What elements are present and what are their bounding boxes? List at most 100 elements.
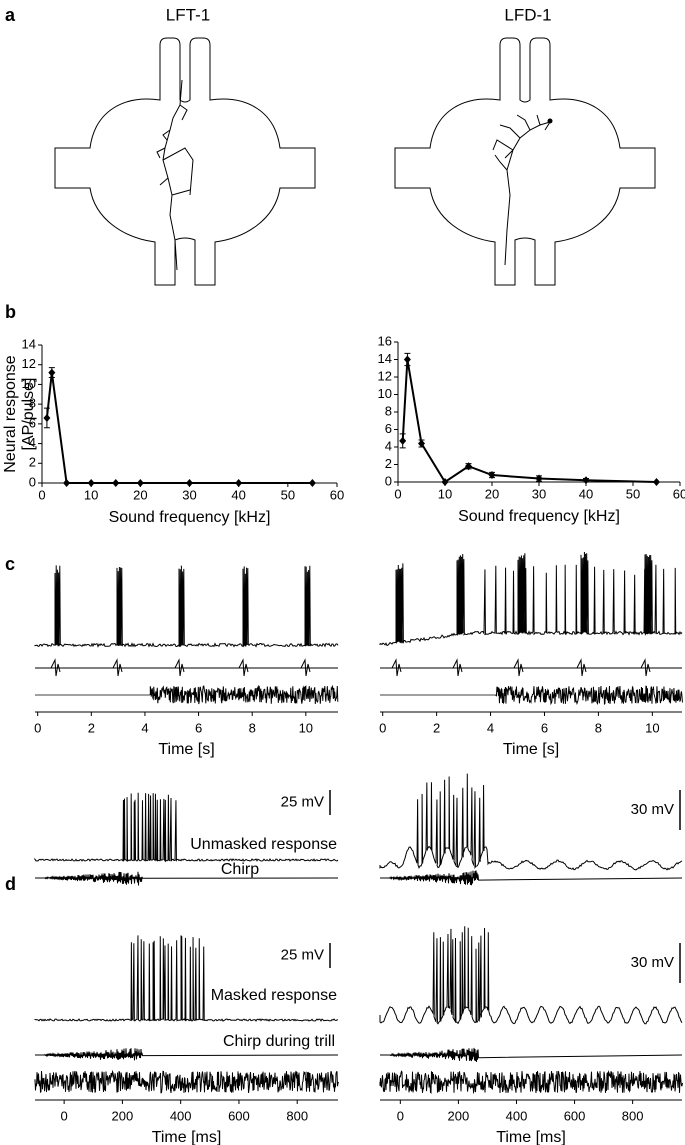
- trace: [379, 773, 683, 871]
- trace: [34, 565, 339, 648]
- trace: [495, 685, 683, 706]
- marker: [418, 439, 425, 448]
- y-tick-label: 2: [385, 456, 392, 471]
- scale-bar-label: 30 mV: [631, 954, 674, 971]
- marker: [63, 479, 71, 487]
- x-axis-label: Time [ms]: [496, 1129, 566, 1145]
- x-tick-label: 2: [433, 720, 440, 735]
- x-tick-label: 400: [506, 1108, 528, 1123]
- panel-label: a: [5, 5, 16, 25]
- x-tick-label: 0: [397, 1108, 404, 1123]
- marker: [465, 462, 472, 471]
- x-tick-label: 2: [88, 720, 95, 735]
- marker: [43, 413, 51, 422]
- trace: [380, 870, 683, 886]
- panel-label: d: [5, 874, 16, 894]
- x-tick-label: 600: [564, 1108, 586, 1123]
- y-tick-label: 8: [29, 396, 36, 411]
- y-tick-label: 4: [385, 438, 392, 453]
- x-tick-label: 0: [34, 720, 41, 735]
- x-tick-label: 4: [487, 720, 494, 735]
- x-tick-label: 30: [532, 486, 546, 501]
- neuron-title: LFT-1: [166, 5, 210, 24]
- marker: [441, 478, 449, 486]
- x-tick-label: 10: [299, 720, 313, 735]
- trace: [35, 658, 338, 677]
- marker: [186, 479, 193, 487]
- x-tick-label: 0: [394, 486, 401, 501]
- scale-bar-label: 25 mV: [281, 946, 324, 963]
- marker: [308, 479, 316, 487]
- marker: [112, 479, 120, 487]
- y-tick-label: 14: [378, 351, 392, 366]
- trace: [35, 871, 339, 886]
- trace: [34, 792, 339, 863]
- x-tick-label: 0: [38, 487, 45, 502]
- y-tick-label: 0: [385, 473, 392, 488]
- panel-label: c: [5, 554, 15, 574]
- trace-label: Chirp during trill: [223, 1033, 335, 1050]
- y-axis-label: [AP/pulse]: [20, 378, 37, 451]
- y-tick-label: 10: [378, 386, 392, 401]
- brain-outline: [394, 37, 656, 286]
- marker: [535, 474, 543, 483]
- marker: [87, 479, 95, 487]
- y-tick-label: 6: [29, 415, 36, 430]
- x-tick-label: 8: [249, 720, 256, 735]
- trace: [380, 658, 682, 677]
- x-tick-label: 10: [645, 720, 659, 735]
- panel-label: b: [5, 302, 16, 322]
- y-axis-label: Neural response: [2, 355, 19, 473]
- x-tick-label: 4: [141, 720, 148, 735]
- y-tick-label: 12: [378, 368, 392, 383]
- trace-label: Unmasked response: [190, 836, 337, 853]
- x-tick-label: 800: [286, 1108, 308, 1123]
- y-tick-label: 12: [22, 356, 36, 371]
- marker: [399, 436, 407, 445]
- brain-outline: [54, 37, 316, 286]
- trace: [149, 684, 339, 705]
- y-tick-label: 6: [385, 421, 392, 436]
- trace: [380, 1047, 683, 1063]
- x-tick-label: 400: [170, 1108, 192, 1123]
- neuron-title: LFD-1: [504, 5, 551, 24]
- trace: [379, 926, 683, 1025]
- y-tick-label: 16: [378, 333, 392, 348]
- marker: [488, 471, 496, 479]
- trace: [35, 1048, 339, 1061]
- x-tick-label: 800: [622, 1108, 644, 1123]
- trace-label: Chirp: [221, 861, 259, 878]
- x-tick-label: 10: [438, 486, 452, 501]
- x-axis-label: Sound frequency [kHz]: [109, 509, 271, 526]
- trace-label: Masked response: [211, 987, 337, 1004]
- data-line: [401, 359, 657, 484]
- marker: [403, 355, 411, 364]
- x-tick-label: 6: [195, 720, 202, 735]
- y-tick-label: 2: [29, 455, 36, 470]
- x-tick-label: 60: [673, 486, 685, 501]
- x-tick-label: 600: [228, 1108, 250, 1123]
- y-tick-label: 10: [22, 376, 36, 391]
- marker: [582, 476, 590, 485]
- trace: [379, 1070, 683, 1095]
- x-axis-label: Time [s]: [158, 741, 214, 758]
- scale-bar-label: 30 mV: [631, 801, 674, 818]
- x-axis-label: Sound frequency [kHz]: [458, 508, 620, 525]
- marker: [653, 478, 660, 486]
- x-tick-label: 60: [330, 487, 344, 502]
- x-axis-label: Time [s]: [503, 741, 559, 758]
- marker: [235, 479, 243, 487]
- y-tick-label: 14: [22, 336, 36, 351]
- x-tick-label: 0: [61, 1108, 68, 1123]
- marker: [136, 479, 144, 487]
- x-tick-label: 200: [112, 1108, 134, 1123]
- trace: [34, 935, 338, 1022]
- y-tick-label: 8: [385, 403, 392, 418]
- x-tick-label: 20: [133, 487, 147, 502]
- x-tick-label: 200: [448, 1108, 470, 1123]
- trace: [34, 1069, 339, 1094]
- x-tick-label: 8: [595, 720, 602, 735]
- x-tick-label: 0: [379, 720, 386, 735]
- trace: [379, 551, 683, 647]
